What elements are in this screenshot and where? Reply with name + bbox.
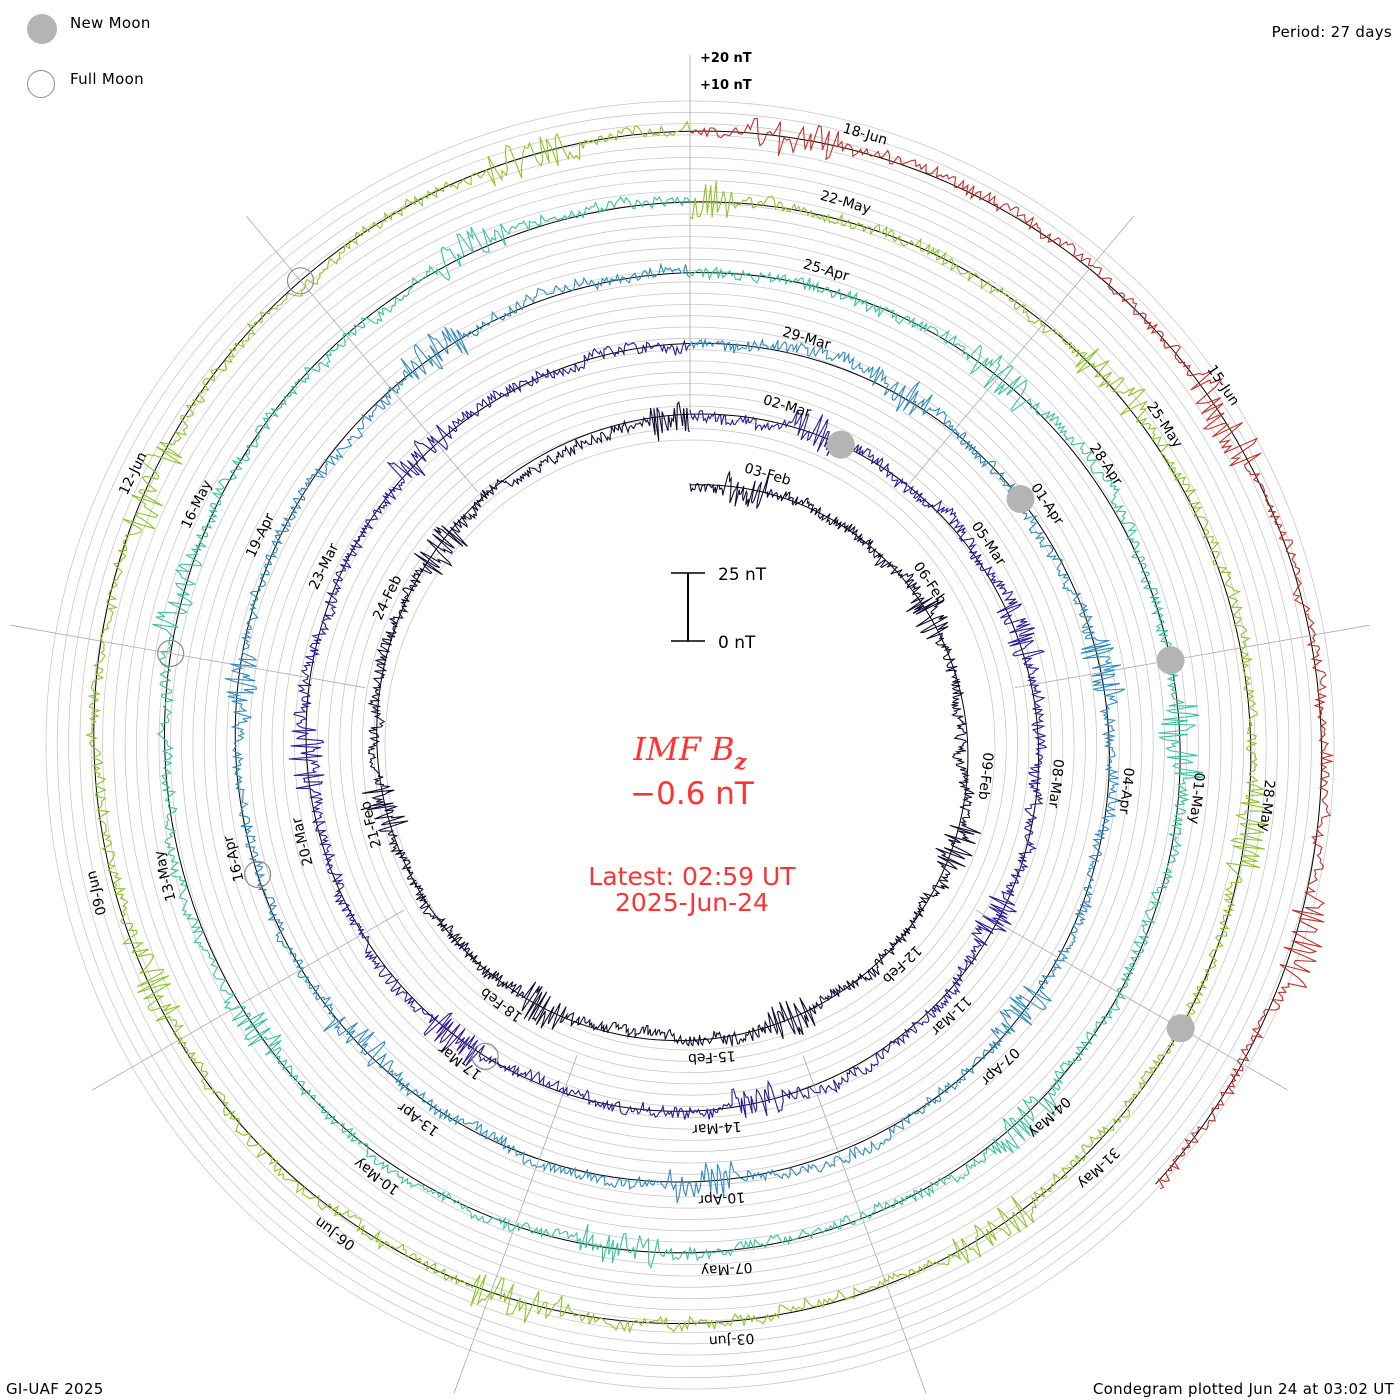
date-label: 21-Feb bbox=[358, 799, 385, 849]
date-label: 16-Apr bbox=[221, 834, 248, 883]
scale-bar-top-label: 25 nT bbox=[718, 565, 767, 585]
date-label: 20-Mar bbox=[289, 815, 317, 867]
date-label: 10-Apr bbox=[698, 1188, 746, 1207]
date-label: 15-Feb bbox=[687, 1047, 736, 1066]
date-label: 08-Mar bbox=[1045, 758, 1066, 809]
new-moon-icon bbox=[27, 14, 57, 44]
latest-time: Latest: 02:59 UT bbox=[588, 862, 796, 891]
day-spoke bbox=[1014, 624, 1370, 689]
date-label: 16-May bbox=[178, 478, 215, 532]
scale-bar-bottom-label: 0 nT bbox=[718, 633, 756, 653]
center-title-subscript: z bbox=[734, 749, 748, 774]
day-spoke bbox=[10, 624, 366, 689]
date-label: 07-May bbox=[700, 1259, 753, 1279]
period-label: Period: 27 days bbox=[1271, 23, 1392, 41]
date-label: 14-Mar bbox=[691, 1118, 742, 1137]
center-title: IMF Bz bbox=[632, 730, 747, 774]
full-moon-marker bbox=[471, 1042, 499, 1071]
full-moon-marker bbox=[286, 267, 315, 295]
date-label: 22-May bbox=[818, 188, 872, 218]
new-moon-marker bbox=[1156, 646, 1185, 675]
day-spoke bbox=[92, 909, 405, 1091]
grid-ring bbox=[384, 439, 996, 1051]
center-title-main: IMF B bbox=[632, 730, 734, 768]
date-label: 01-May bbox=[1186, 772, 1207, 825]
new-moon-marker bbox=[826, 430, 855, 459]
day-spokes bbox=[10, 55, 1370, 1394]
series-trace-3 bbox=[224, 262, 1126, 1204]
series-trace-4 bbox=[152, 195, 1204, 1269]
date-label: 09-Feb bbox=[975, 751, 996, 800]
date-label: 10-May bbox=[351, 1154, 402, 1197]
date-label: 03-Jun bbox=[708, 1330, 755, 1349]
scale-bar: 25 nT 0 nT bbox=[671, 565, 767, 653]
credit-label: GI-UAF 2025 bbox=[6, 1380, 104, 1398]
date-label: 28-May bbox=[1256, 779, 1277, 832]
legend-full-moon-label: Full Moon bbox=[70, 70, 144, 88]
date-label: 04-May bbox=[1025, 1093, 1073, 1141]
scale-label-plus20: +20 nT bbox=[700, 51, 752, 66]
date-label: 18-Feb bbox=[478, 984, 526, 1025]
new-moon-marker bbox=[1166, 1014, 1195, 1043]
current-value: −0.6 nT bbox=[630, 776, 755, 812]
scale-label-plus10: +10 nT bbox=[700, 78, 752, 93]
series-trace-5 bbox=[85, 120, 1269, 1333]
grid-ring bbox=[361, 416, 1019, 1074]
day-spoke bbox=[901, 216, 1134, 493]
day-spoke bbox=[453, 1054, 578, 1394]
new-moon-marker bbox=[1006, 485, 1035, 513]
day-spoke bbox=[975, 909, 1288, 1091]
date-label: 04-Apr bbox=[1116, 767, 1137, 815]
data-series bbox=[85, 117, 1335, 1333]
full-moon-marker bbox=[244, 860, 272, 889]
date-label: 25-May bbox=[1143, 399, 1185, 451]
day-spoke bbox=[246, 216, 479, 493]
series-trace-2 bbox=[288, 339, 1047, 1120]
date-label: 03-Feb bbox=[742, 460, 792, 489]
plotted-timestamp: Condegram plotted Jun 24 at 03:02 UT bbox=[1092, 1380, 1394, 1398]
full-moon-icon bbox=[27, 70, 55, 98]
day-spoke bbox=[802, 1054, 927, 1394]
legend-new-moon-label: New Moon bbox=[70, 14, 151, 32]
full-moon-marker bbox=[157, 639, 185, 668]
latest-date: 2025-Jun-24 bbox=[615, 888, 769, 917]
series-trace-6 bbox=[689, 117, 1335, 1190]
series-trace-1 bbox=[362, 401, 982, 1047]
date-label: 06-Jun bbox=[312, 1213, 358, 1253]
moon-markers bbox=[157, 267, 1195, 1071]
